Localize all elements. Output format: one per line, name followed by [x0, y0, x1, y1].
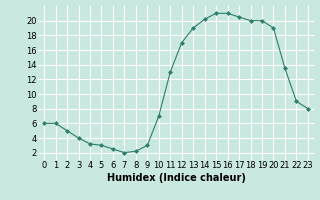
X-axis label: Humidex (Indice chaleur): Humidex (Indice chaleur) [107, 173, 245, 183]
